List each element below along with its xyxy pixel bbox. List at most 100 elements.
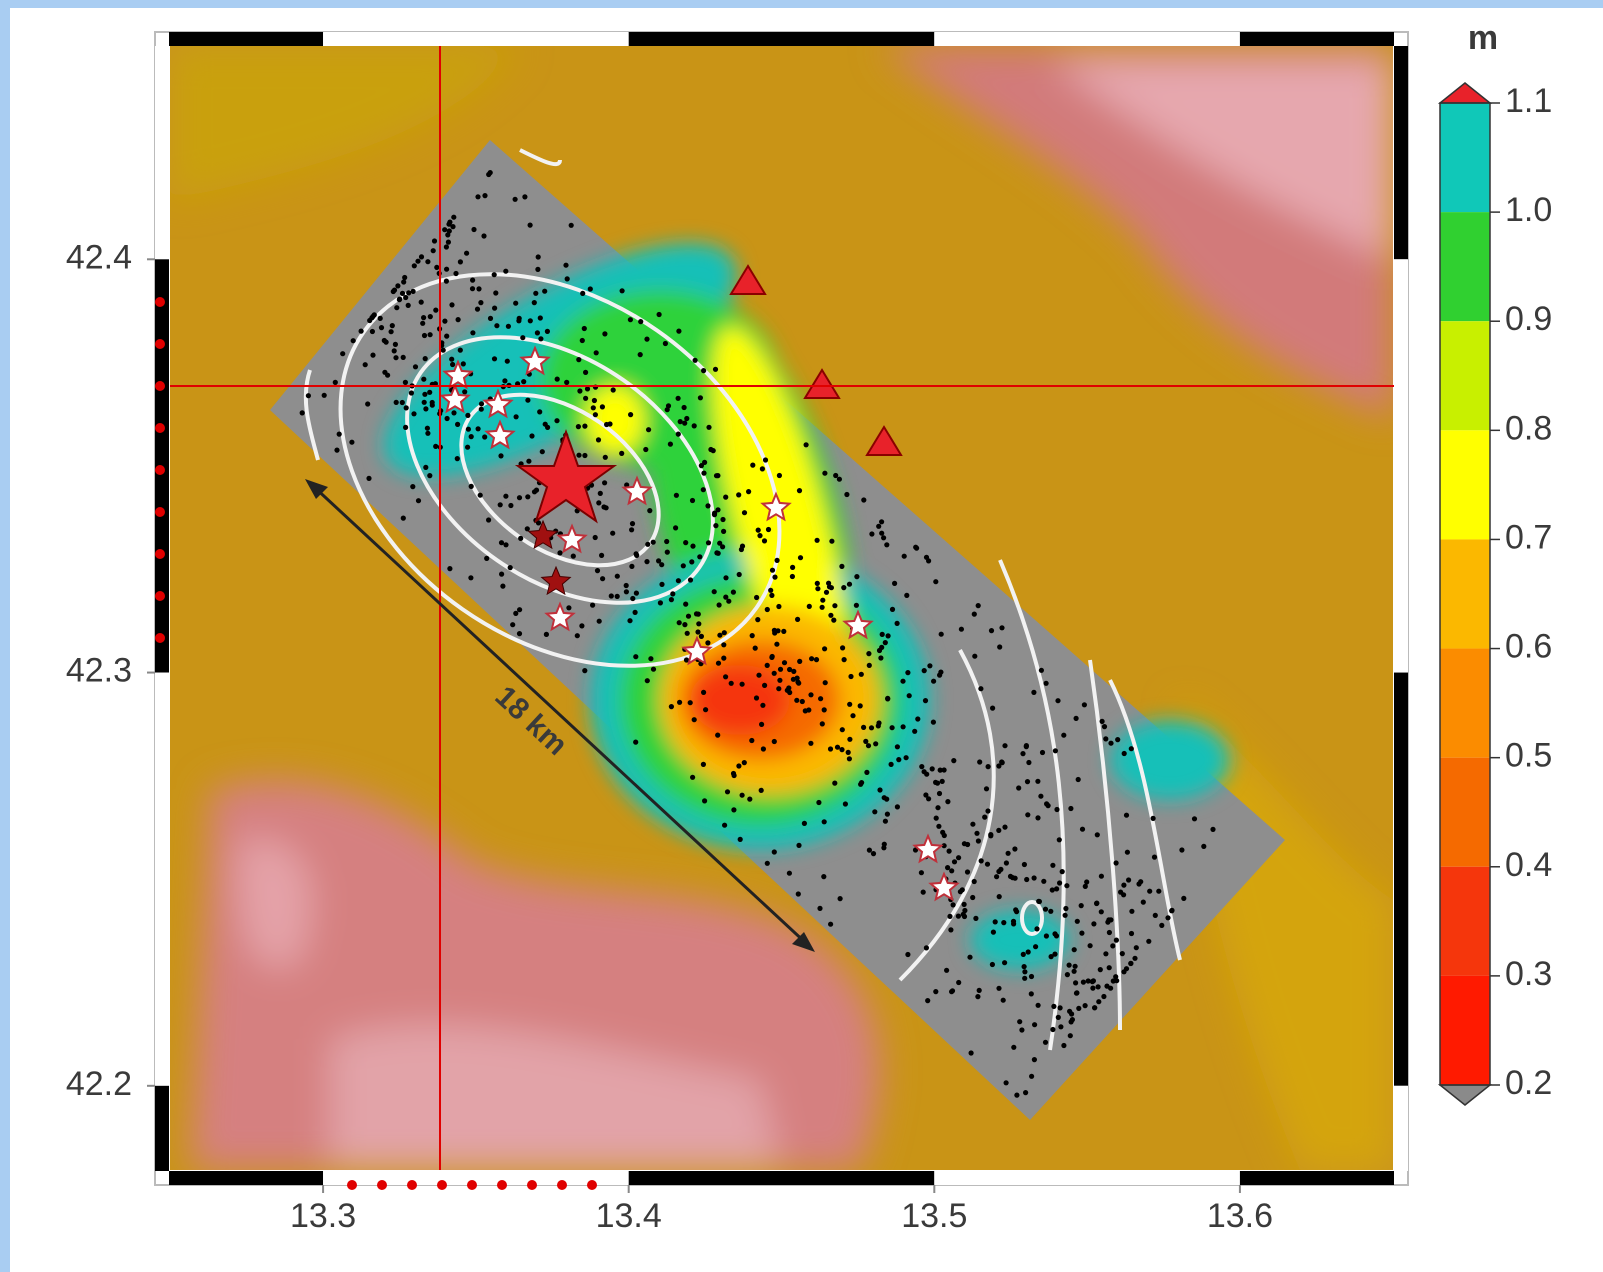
aftershock [714,550,719,555]
aftershock [1057,880,1062,885]
x-tick-label: 13.6 [1207,1197,1273,1235]
aftershock [701,690,706,695]
aftershock [1011,1045,1016,1050]
aftershock [674,493,679,498]
aftershock [696,621,701,626]
aftershock [985,862,990,867]
aftershock [796,891,801,896]
aftershock [334,448,339,453]
aftershock [935,781,940,786]
aftershock [593,412,598,417]
aftershock [977,759,982,764]
aftershock [972,654,977,659]
aftershock [664,539,669,544]
aftershock [378,316,383,321]
aftershock [1057,837,1062,842]
aftershock [604,505,609,510]
aftershock [808,692,813,697]
aftershock [370,329,375,334]
aftershock [576,424,581,429]
aftershock [841,585,846,590]
aftershock [776,686,781,691]
aftershock [839,564,844,569]
aftershock [1121,969,1126,974]
aftershock [422,333,427,338]
aftershock [503,269,508,274]
aftershock [1128,961,1133,966]
aftershock [880,632,885,637]
aftershock [475,194,480,199]
aftershock [945,865,950,870]
aftershock [861,497,866,502]
aftershock [985,808,990,813]
profile-dot [155,549,165,559]
aftershock [470,286,475,291]
aftershock [528,223,533,228]
aftershock [879,519,884,524]
aftershock [620,288,625,293]
aftershock [967,955,972,960]
aftershock [492,272,497,277]
aftershock [1060,869,1065,874]
colorbar-unit: m [1468,19,1498,57]
aftershock [564,380,569,385]
aftershock [444,334,449,339]
aftershock [994,874,999,879]
aftershock [1069,1019,1074,1024]
aftershock [1096,984,1101,989]
aftershock [776,604,781,609]
aftershock [770,654,775,659]
frame-bar-left [155,46,169,259]
aftershock [777,678,782,683]
aftershock [1032,1022,1037,1027]
aftershock [749,738,754,743]
aftershock [1138,879,1143,884]
aftershock [458,259,463,264]
aftershock [624,589,629,594]
aftershock [890,607,895,612]
aftershock [1022,969,1027,974]
colorbar-segment [1440,758,1490,867]
aftershock [931,720,936,725]
colorbar-top-arrow [1440,83,1490,103]
frame-bar-bottom [629,1171,935,1185]
aftershock [1002,960,1007,965]
aftershock [503,494,508,499]
aftershock [775,628,780,633]
aftershock [701,487,706,492]
aftershock [611,387,616,392]
aftershock [615,594,620,599]
aftershock [630,521,635,526]
profile-dot [497,1180,507,1190]
aftershock [797,659,802,664]
aftershock [1065,972,1070,977]
aftershock [913,545,918,550]
aftershock [997,644,1002,649]
aftershock [747,797,752,802]
aftershock [646,427,651,432]
aftershock [682,405,687,410]
aftershock [529,433,534,438]
aftershock [427,390,432,395]
aftershock [379,325,384,330]
aftershock [905,952,910,957]
aftershock [1067,963,1072,968]
aftershock [1092,1005,1097,1010]
aftershock [363,362,368,367]
aftershock [807,604,812,609]
aftershock [517,316,522,321]
profile-dot [557,1180,567,1190]
aftershock [669,704,674,709]
aftershock [333,380,338,385]
aftershock [933,579,938,584]
aftershock [926,796,931,801]
aftershock [1049,954,1054,959]
aftershock [1002,743,1007,748]
aftershock [545,329,550,334]
aftershock [478,300,483,305]
aftershock [522,194,527,199]
aftershock [306,393,311,398]
aftershock [947,914,952,919]
aftershock [453,271,458,276]
aftershock [525,526,530,531]
